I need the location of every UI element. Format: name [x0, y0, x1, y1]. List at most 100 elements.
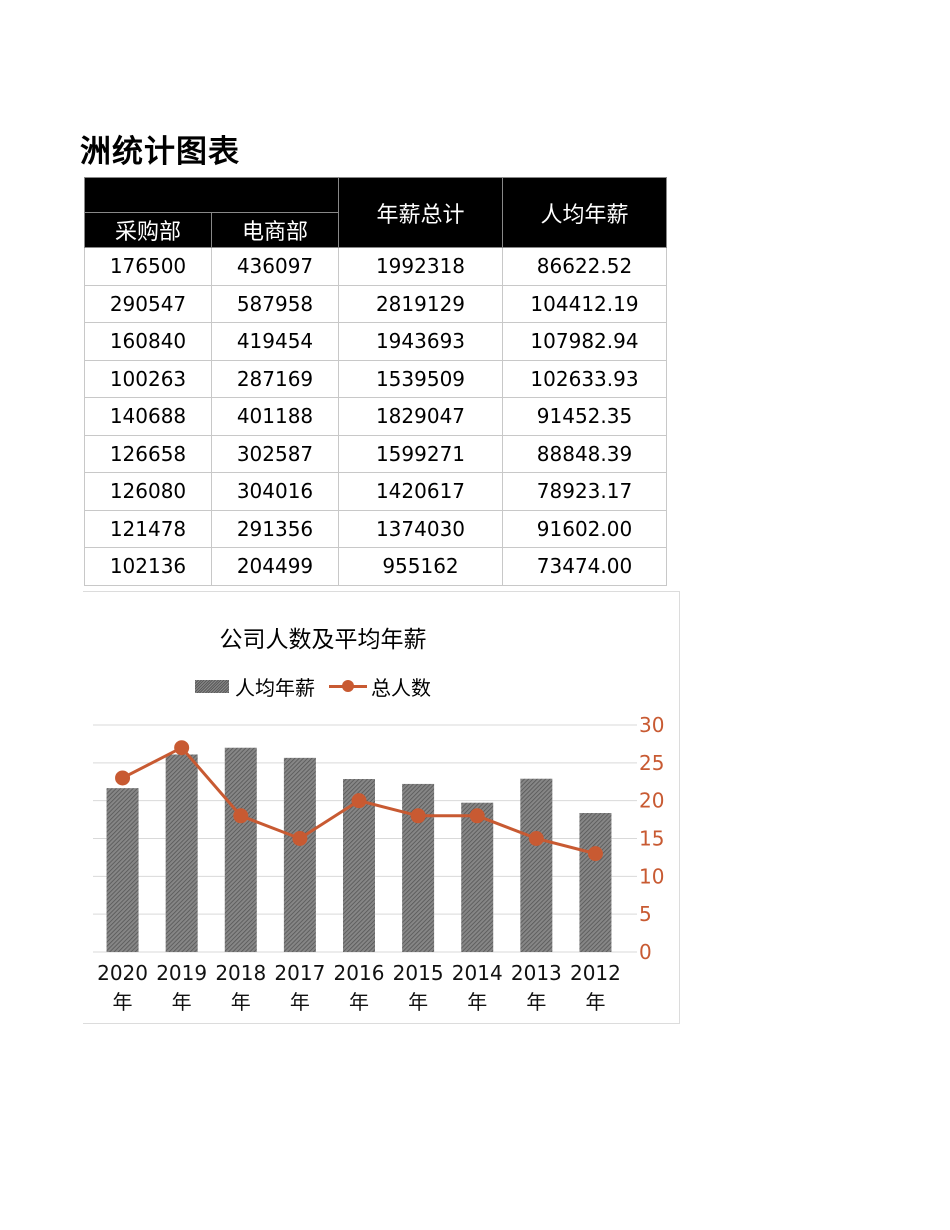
table-cell: 204499 [211, 547, 339, 586]
table-cell: 290547 [84, 284, 212, 323]
table-cell: 436097 [211, 247, 339, 286]
table-row: 126080 304016 1420617 78923.17 [84, 472, 667, 511]
table-cell: 304016 [211, 472, 339, 511]
x-tick-label: 2015 [393, 961, 444, 985]
table-row: 126658 302587 1599271 88848.39 [84, 434, 667, 473]
x-tick-label-suffix: 年 [290, 990, 310, 1014]
header-ecommerce: 电商部 [211, 212, 339, 248]
table-cell: 104412.19 [502, 284, 667, 323]
bar [579, 813, 612, 952]
table-cell: 107982.94 [502, 322, 667, 361]
line-marker [174, 740, 190, 756]
header-avg: 人均年薪 [502, 177, 667, 248]
y2-tick-label: 5 [639, 902, 652, 926]
line-marker [233, 808, 249, 824]
table-row: 102136 204499 955162 73474.00 [84, 547, 667, 586]
header-purchase: 采购部 [84, 212, 212, 248]
table-cell: 102633.93 [502, 359, 667, 398]
bar [461, 802, 494, 952]
table-cell: 88848.39 [502, 434, 667, 473]
x-tick-label: 2018 [215, 961, 266, 985]
x-tick-label-suffix: 年 [172, 990, 192, 1014]
line-marker [469, 808, 485, 824]
table-cell: 1992318 [338, 247, 503, 286]
y2-tick-label: 30 [639, 713, 664, 737]
table-cell: 2819129 [338, 284, 503, 323]
table-cell: 302587 [211, 434, 339, 473]
x-tick-label: 2019 [156, 961, 207, 985]
table-row: 290547 587958 2819129 104412.19 [84, 284, 667, 323]
legend-line-swatch-icon [329, 680, 367, 692]
table-cell: 419454 [211, 322, 339, 361]
bar [165, 754, 198, 952]
x-tick-label-suffix: 年 [467, 990, 487, 1014]
table-row: 140688 401188 1829047 91452.35 [84, 397, 667, 436]
table-row: 176500 436097 1992318 86622.52 [84, 247, 667, 286]
y2-tick-label: 15 [639, 827, 664, 851]
chart-legend: 人均年薪 总人数 [195, 672, 431, 701]
table-cell: 1539509 [338, 359, 503, 398]
table-cell: 1943693 [338, 322, 503, 361]
page-title: 洲统计图表 [80, 134, 240, 170]
header-group [84, 177, 339, 213]
table-cell: 126080 [84, 472, 212, 511]
table-cell: 1374030 [338, 509, 503, 548]
table-cell: 102136 [84, 547, 212, 586]
x-tick-label-suffix: 年 [526, 990, 546, 1014]
bar [283, 757, 316, 952]
chart-title: 公司人数及平均年薪 [219, 627, 427, 653]
table-row: 160840 419454 1943693 107982.94 [84, 322, 667, 361]
table-cell: 91602.00 [502, 509, 667, 548]
salary-table: 年薪总计 人均年薪 采购部 电商部 176500 436097 1992318 866… [84, 177, 667, 586]
legend-bar-label: 人均年薪 [235, 676, 315, 700]
table-cell: 91452.35 [502, 397, 667, 436]
table-cell: 291356 [211, 509, 339, 548]
y2-tick-label: 10 [639, 864, 664, 888]
line-marker [115, 770, 131, 786]
table-cell: 86622.52 [502, 247, 667, 286]
table-cell: 176500 [84, 247, 212, 286]
table-cell: 100263 [84, 359, 212, 398]
table-cell: 287169 [211, 359, 339, 398]
line-marker [410, 808, 426, 824]
x-tick-label: 2013 [511, 961, 562, 985]
chart-plot: 0 5 10 15 20 25 30 2020 年 2019 年 2018 年 2017 年 2016 年 20… [93, 713, 664, 1014]
table-cell: 121478 [84, 509, 212, 548]
table-row: 100263 287169 1539509 102633.93 [84, 359, 667, 398]
table-cell: 1420617 [338, 472, 503, 511]
x-tick-label-suffix: 年 [231, 990, 251, 1014]
x-tick-label-suffix: 年 [113, 990, 133, 1014]
x-tick-label: 2014 [452, 961, 503, 985]
table-cell: 401188 [211, 397, 339, 436]
y2-tick-label: 0 [639, 940, 652, 964]
table-cell: 73474.00 [502, 547, 667, 586]
table-cell: 140688 [84, 397, 212, 436]
x-tick-label-suffix: 年 [585, 990, 605, 1014]
table-cell: 160840 [84, 322, 212, 361]
legend-bar-swatch-icon [195, 680, 229, 693]
x-tick-label: 2020 [97, 961, 148, 985]
line-marker [528, 831, 544, 846]
table-cell: 1829047 [338, 397, 503, 436]
table-cell: 78923.17 [502, 472, 667, 511]
table-cell: 955162 [338, 547, 503, 586]
x-tick-label-suffix: 年 [349, 990, 369, 1014]
table-cell: 1599271 [338, 434, 503, 473]
line-marker [292, 831, 308, 846]
x-tick-label: 2016 [334, 961, 385, 985]
y2-tick-label: 25 [639, 751, 664, 775]
header-total: 年薪总计 [338, 177, 503, 248]
chart-container: 公司人数及平均年薪 人均年薪 总人数 0 5 10 15 20 25 30 2020 年 201… [83, 591, 680, 1024]
bar [520, 778, 553, 952]
x-tick-label-suffix: 年 [408, 990, 428, 1014]
bar [224, 747, 257, 952]
x-tick-label: 2012 [570, 961, 621, 985]
line-marker [351, 793, 367, 809]
table-cell: 587958 [211, 284, 339, 323]
bar [106, 788, 139, 952]
table-cell: 126658 [84, 434, 212, 473]
legend-line-label: 总人数 [371, 676, 431, 700]
line-marker [587, 846, 603, 862]
table-row: 121478 291356 1374030 91602.00 [84, 509, 667, 548]
y2-tick-label: 20 [639, 789, 664, 813]
